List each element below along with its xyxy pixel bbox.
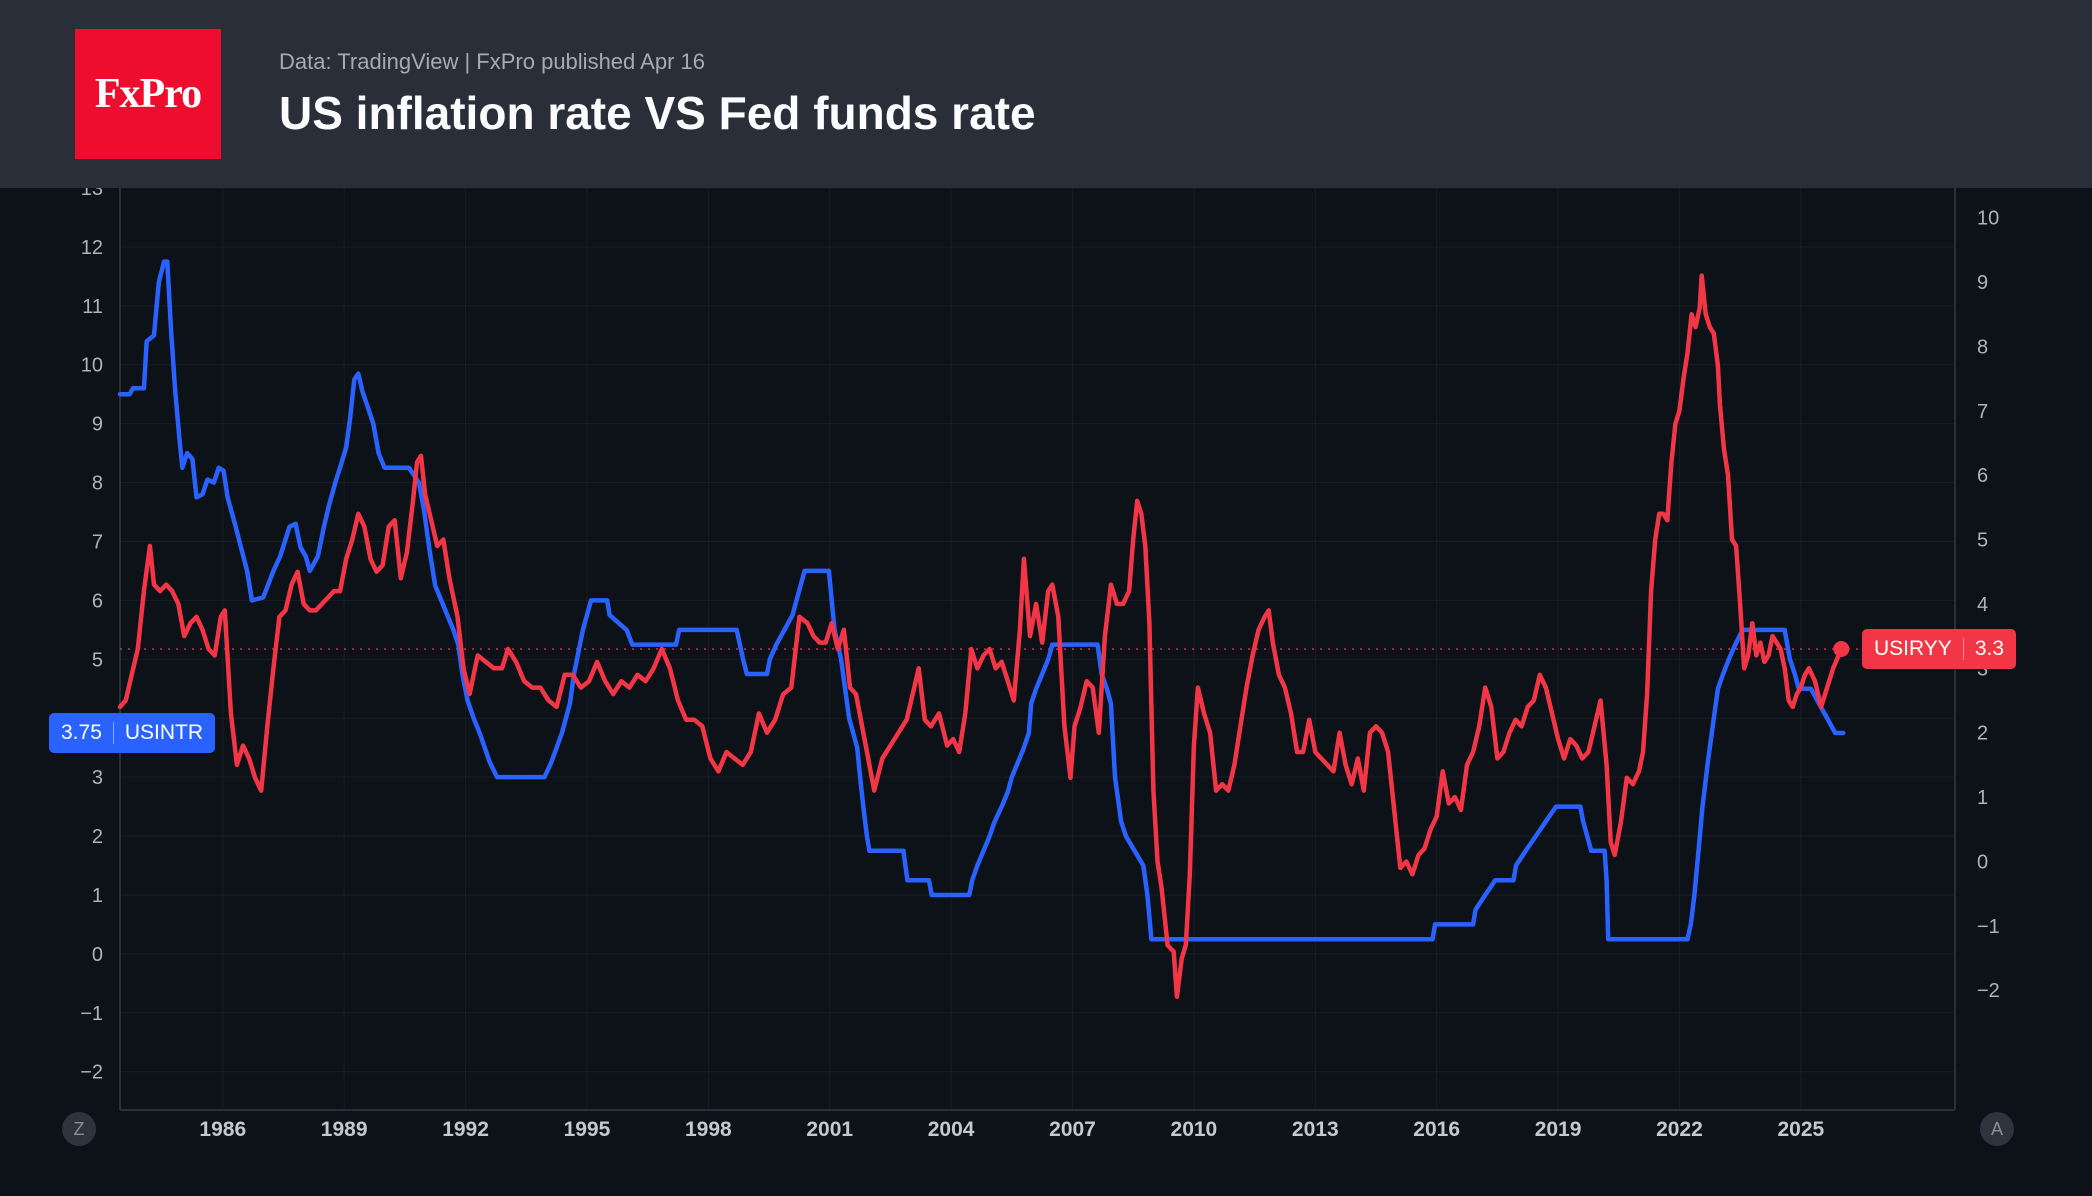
right-axis-tick-label: 9: [1977, 272, 1988, 294]
usiryy-last-value: 3.3: [1974, 637, 2005, 660]
x-axis-tick-label: 2004: [928, 1118, 975, 1141]
right-axis-tick-label: 1: [1977, 787, 1988, 809]
left-axis-tick-label: 7: [92, 531, 103, 553]
badge-divider: [112, 721, 114, 744]
usintr-line[interactable]: [117, 259, 1846, 942]
left-axis-tick-label: 9: [92, 414, 103, 436]
source-line: Data: TradingView | FxPro published Apr …: [279, 49, 705, 75]
right-axis-tick-label: 5: [1977, 530, 1988, 552]
fxpro-logo-text: FxPro: [94, 71, 202, 117]
left-axis-tick-label: −1: [80, 1003, 103, 1025]
right-axis-tick-label: 6: [1977, 465, 1988, 487]
usiryy-last-point-dot: [1833, 641, 1850, 657]
right-axis-tick-label: 7: [1977, 401, 1988, 423]
left-axis-tick-label: 0: [92, 944, 103, 966]
left-axis-tick-label: 12: [81, 237, 103, 259]
right-axis-tick-label: 10: [1977, 208, 1999, 230]
x-axis-tick-label: 2025: [1777, 1118, 1824, 1141]
x-axis-tick-label: 1998: [685, 1118, 732, 1141]
right-axis-tick-label: 3: [1977, 658, 1988, 680]
x-axis-tick-label: 2019: [1535, 1118, 1582, 1141]
left-axis-tick-label: 10: [81, 355, 103, 377]
x-axis-tick-label: 2013: [1292, 1118, 1339, 1141]
usintr-series-label: USINTR: [124, 720, 204, 744]
usintr-last-value: 3.75: [61, 720, 102, 744]
usiryy-series-label: USIRYY: [1874, 637, 1952, 660]
chart-title: US inflation rate VS Fed funds rate: [279, 87, 1036, 140]
bottom-right-a-label: A: [1990, 1118, 2003, 1139]
left-axis-tick-label: 8: [92, 473, 103, 495]
header: FxPro Data: TradingView | FxPro publishe…: [0, 0, 2092, 188]
left-axis-tick-label: 3: [92, 767, 103, 789]
badge-divider: [1962, 638, 1964, 660]
x-axis-tick-label: 2010: [1171, 1118, 1218, 1141]
left-axis-tick-label: 11: [82, 296, 103, 318]
right-axis-tick-label: 8: [1977, 336, 1988, 358]
left-axis-tick-label: 5: [92, 649, 103, 671]
x-axis-tick-label: 2022: [1656, 1118, 1703, 1141]
bottom-left-z-button[interactable]: Z: [62, 1112, 96, 1146]
x-axis-tick-label: 1989: [321, 1118, 368, 1141]
x-axis-tick-label: 1992: [442, 1118, 489, 1141]
bottom-right-a-button[interactable]: A: [1980, 1112, 2014, 1146]
usiryy-line[interactable]: [117, 273, 1844, 999]
x-axis-tick-label: 1995: [564, 1118, 611, 1141]
left-axis-tick-label: 2: [92, 826, 103, 848]
left-axis-tick-label: 6: [92, 590, 103, 612]
left-axis-tick-label: −2: [80, 1062, 103, 1084]
right-axis-tick-label: 4: [1977, 594, 1988, 616]
right-axis-tick-label: 2: [1977, 723, 1988, 745]
bottom-left-z-label: Z: [73, 1118, 85, 1139]
right-axis-tick-label: 0: [1977, 851, 1988, 873]
usiryy-last-value-badge: USIRYY 3.3: [1862, 629, 2017, 669]
x-axis-tick-label: 2016: [1413, 1118, 1460, 1141]
usintr-last-value-badge: 3.75 USINTR: [49, 712, 216, 753]
fxpro-logo: FxPro: [75, 29, 221, 159]
right-axis-tick-label: −1: [1977, 916, 2000, 938]
header-titles: Data: TradingView | FxPro published Apr …: [279, 49, 1036, 139]
x-axis-tick-label: 2001: [806, 1118, 853, 1141]
right-axis-tick-label: −2: [1977, 980, 2000, 1002]
left-axis-tick-label: 1: [92, 885, 103, 907]
x-axis-tick-label: 2007: [1049, 1118, 1096, 1141]
x-axis-tick-label: 1986: [199, 1118, 246, 1141]
